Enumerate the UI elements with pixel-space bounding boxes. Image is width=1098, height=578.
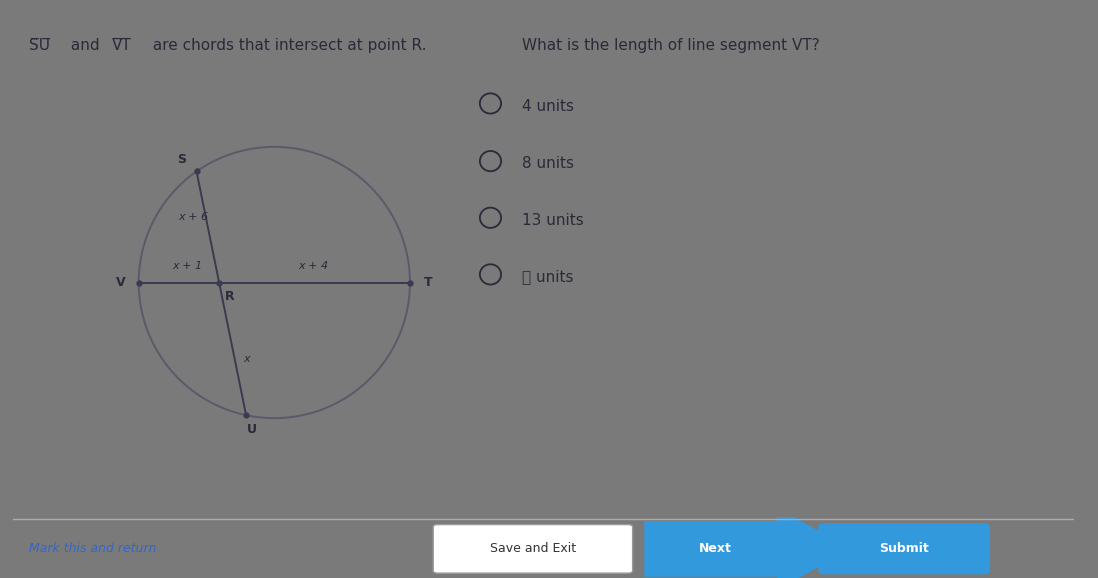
Text: Mark this and return: Mark this and return: [29, 542, 157, 555]
Text: x: x: [244, 354, 250, 364]
Text: R: R: [224, 290, 234, 303]
FancyBboxPatch shape: [645, 507, 850, 578]
Text: T: T: [424, 276, 433, 289]
Text: 8 units: 8 units: [523, 156, 574, 171]
FancyBboxPatch shape: [434, 525, 632, 573]
Text: are chords that intersect at point R.: are chords that intersect at point R.: [148, 38, 426, 53]
Text: V̅T̅: V̅T̅: [112, 38, 132, 53]
Text: 4 units: 4 units: [523, 98, 574, 113]
Text: What is the length of line segment VT?: What is the length of line segment VT?: [523, 38, 820, 53]
Text: V: V: [115, 276, 125, 289]
Text: x + 4: x + 4: [299, 261, 328, 271]
Text: U: U: [247, 423, 257, 436]
Text: x + 6: x + 6: [178, 212, 209, 222]
Text: and: and: [66, 38, 104, 53]
Text: S: S: [177, 153, 186, 166]
FancyBboxPatch shape: [818, 524, 990, 575]
Text: Save and Exit: Save and Exit: [490, 542, 576, 555]
Text: 13 units: 13 units: [523, 213, 584, 228]
Text: S̅U̅: S̅U̅: [29, 38, 51, 53]
Text: 🖱 units: 🖱 units: [523, 269, 574, 284]
Text: Next: Next: [699, 542, 731, 555]
Text: x + 1: x + 1: [172, 261, 202, 271]
Text: Submit: Submit: [879, 542, 929, 555]
